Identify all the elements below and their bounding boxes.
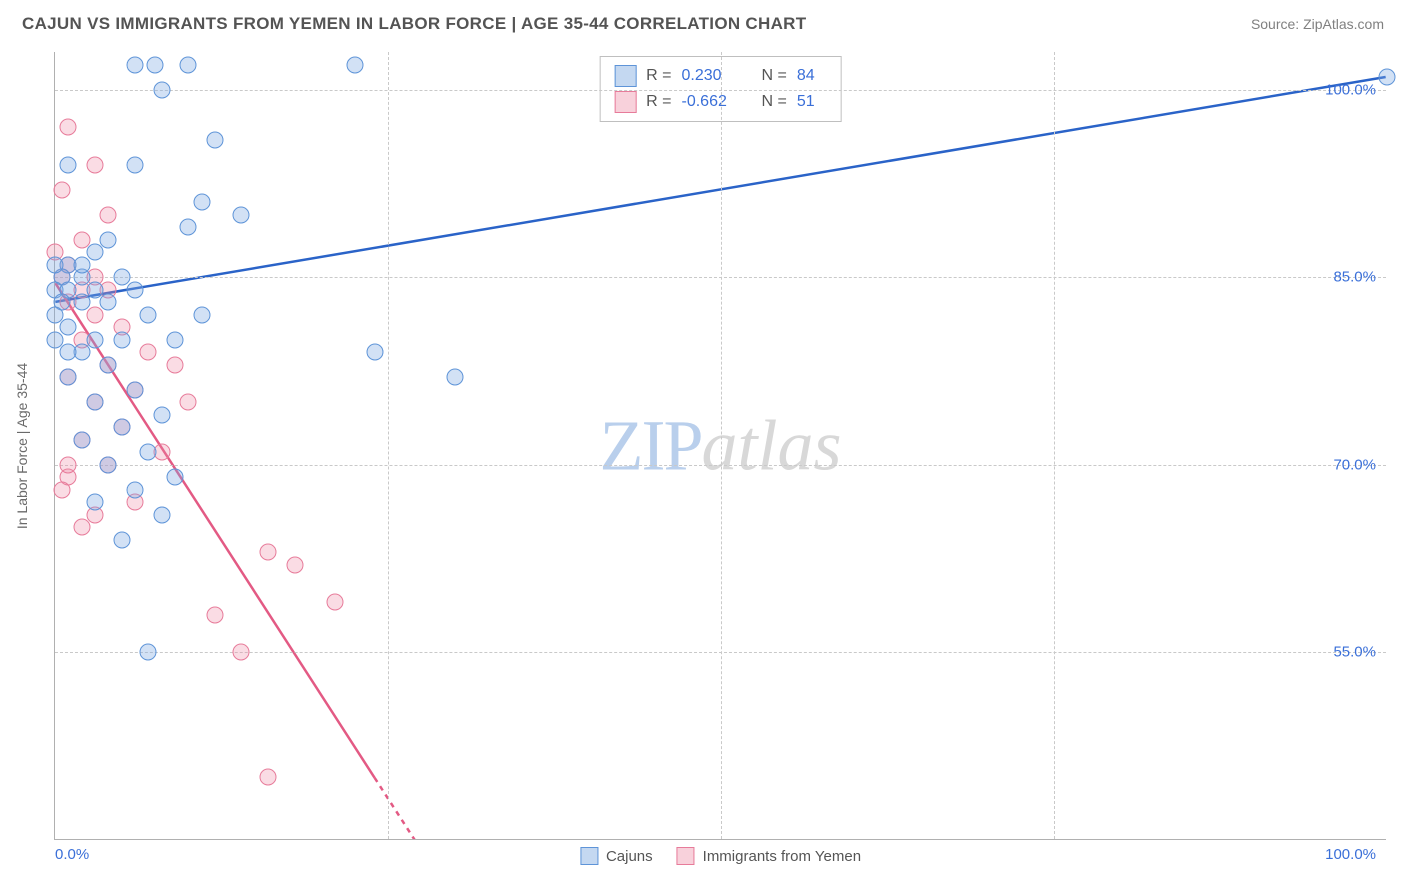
y-tick-label: 70.0% xyxy=(1333,456,1376,473)
data-point xyxy=(153,406,170,423)
data-point xyxy=(153,506,170,523)
data-point xyxy=(180,219,197,236)
y-tick-label: 100.0% xyxy=(1325,81,1376,98)
data-point xyxy=(140,306,157,323)
data-point xyxy=(100,206,117,223)
y-tick-label: 55.0% xyxy=(1333,644,1376,661)
data-point xyxy=(153,81,170,98)
y-tick-label: 85.0% xyxy=(1333,269,1376,286)
legend-item: Cajuns xyxy=(580,847,653,865)
data-point xyxy=(86,244,103,261)
data-point xyxy=(60,344,77,361)
data-point xyxy=(60,456,77,473)
data-point xyxy=(60,119,77,136)
data-point xyxy=(180,394,197,411)
source-label: Source: ZipAtlas.com xyxy=(1251,16,1384,32)
data-point xyxy=(73,256,90,273)
data-point xyxy=(126,156,143,173)
data-point xyxy=(73,431,90,448)
data-point xyxy=(140,344,157,361)
data-point xyxy=(126,56,143,73)
data-point xyxy=(126,481,143,498)
data-point xyxy=(206,606,223,623)
data-point xyxy=(166,469,183,486)
data-point xyxy=(166,356,183,373)
data-point xyxy=(100,356,117,373)
data-point xyxy=(140,444,157,461)
chart-title: CAJUN VS IMMIGRANTS FROM YEMEN IN LABOR … xyxy=(22,14,806,34)
data-point xyxy=(193,194,210,211)
data-point xyxy=(260,769,277,786)
data-point xyxy=(126,381,143,398)
gridline-v xyxy=(388,52,389,839)
data-point xyxy=(146,56,163,73)
data-point xyxy=(140,644,157,661)
data-point xyxy=(346,56,363,73)
data-point xyxy=(100,456,117,473)
legend-item: Immigrants from Yemen xyxy=(677,847,861,865)
data-point xyxy=(113,331,130,348)
data-point xyxy=(100,231,117,248)
data-point xyxy=(53,181,70,198)
swatch-icon xyxy=(580,847,598,865)
data-point xyxy=(366,344,383,361)
data-point xyxy=(86,156,103,173)
data-point xyxy=(60,369,77,386)
data-point xyxy=(193,306,210,323)
data-point xyxy=(47,256,64,273)
data-point xyxy=(113,531,130,548)
data-point xyxy=(113,419,130,436)
y-axis-label: In Labor Force | Age 35-44 xyxy=(14,363,30,529)
data-point xyxy=(47,306,64,323)
data-point xyxy=(446,369,463,386)
swatch-icon xyxy=(614,91,636,113)
data-point xyxy=(166,331,183,348)
chart-plot-area: ZIPatlas R = 0.230 N = 84 R = -0.662 N =… xyxy=(54,52,1386,840)
data-point xyxy=(233,206,250,223)
swatch-icon xyxy=(677,847,695,865)
data-point xyxy=(86,494,103,511)
data-point xyxy=(1379,69,1396,86)
x-tick-label: 100.0% xyxy=(1325,846,1376,863)
data-point xyxy=(53,481,70,498)
data-point xyxy=(326,594,343,611)
data-point xyxy=(86,306,103,323)
data-point xyxy=(286,556,303,573)
data-point xyxy=(260,544,277,561)
data-point xyxy=(126,281,143,298)
swatch-icon xyxy=(614,65,636,87)
gridline-v xyxy=(1054,52,1055,839)
x-tick-label: 0.0% xyxy=(55,846,89,863)
legend-series: Cajuns Immigrants from Yemen xyxy=(580,847,861,865)
data-point xyxy=(233,644,250,661)
data-point xyxy=(73,294,90,311)
data-point xyxy=(86,394,103,411)
data-point xyxy=(73,519,90,536)
data-point xyxy=(100,294,117,311)
data-point xyxy=(180,56,197,73)
data-point xyxy=(206,131,223,148)
data-point xyxy=(86,331,103,348)
gridline-v xyxy=(721,52,722,839)
data-point xyxy=(60,156,77,173)
data-point xyxy=(60,319,77,336)
